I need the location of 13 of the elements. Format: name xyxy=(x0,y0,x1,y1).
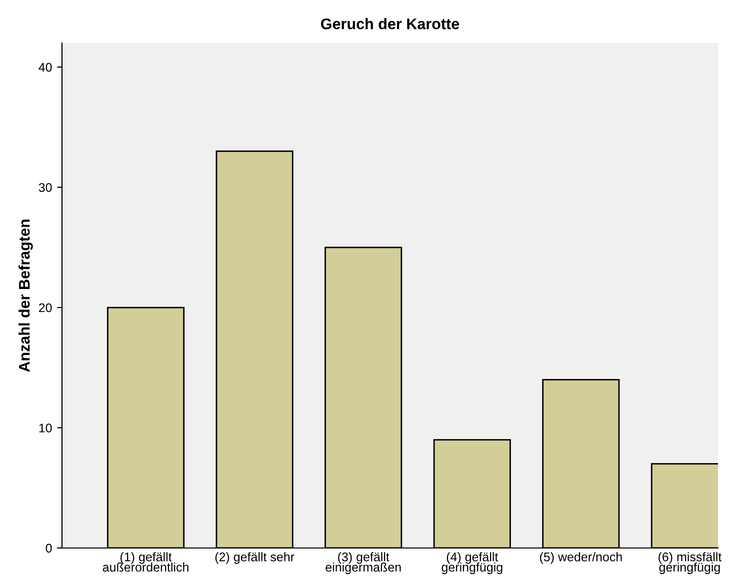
y-tick-label: 0 xyxy=(46,544,52,553)
x-tick-label: (3) gefällt einigermaßen xyxy=(326,552,401,574)
x-tick-label: (5) weder/noch xyxy=(540,552,622,564)
y-axis-title: Anzahl der Befragten xyxy=(18,220,33,372)
x-tick-label: (1) gefällt außerordentlich xyxy=(102,552,188,572)
y-tick-label: 20 xyxy=(39,303,52,312)
x-tick-label: (6) missfällt geringfügig xyxy=(658,552,722,574)
y-tick-label: 10 xyxy=(39,424,52,432)
y-tick-label: 40 xyxy=(38,62,52,72)
x-tick-label: (4) gefällt geringfügig xyxy=(442,552,502,574)
chart-title: Geruch der Karotte xyxy=(321,18,460,30)
x-tick-label: (2) gefällt sehr xyxy=(215,552,294,564)
y-tick-label: 30 xyxy=(38,183,52,192)
